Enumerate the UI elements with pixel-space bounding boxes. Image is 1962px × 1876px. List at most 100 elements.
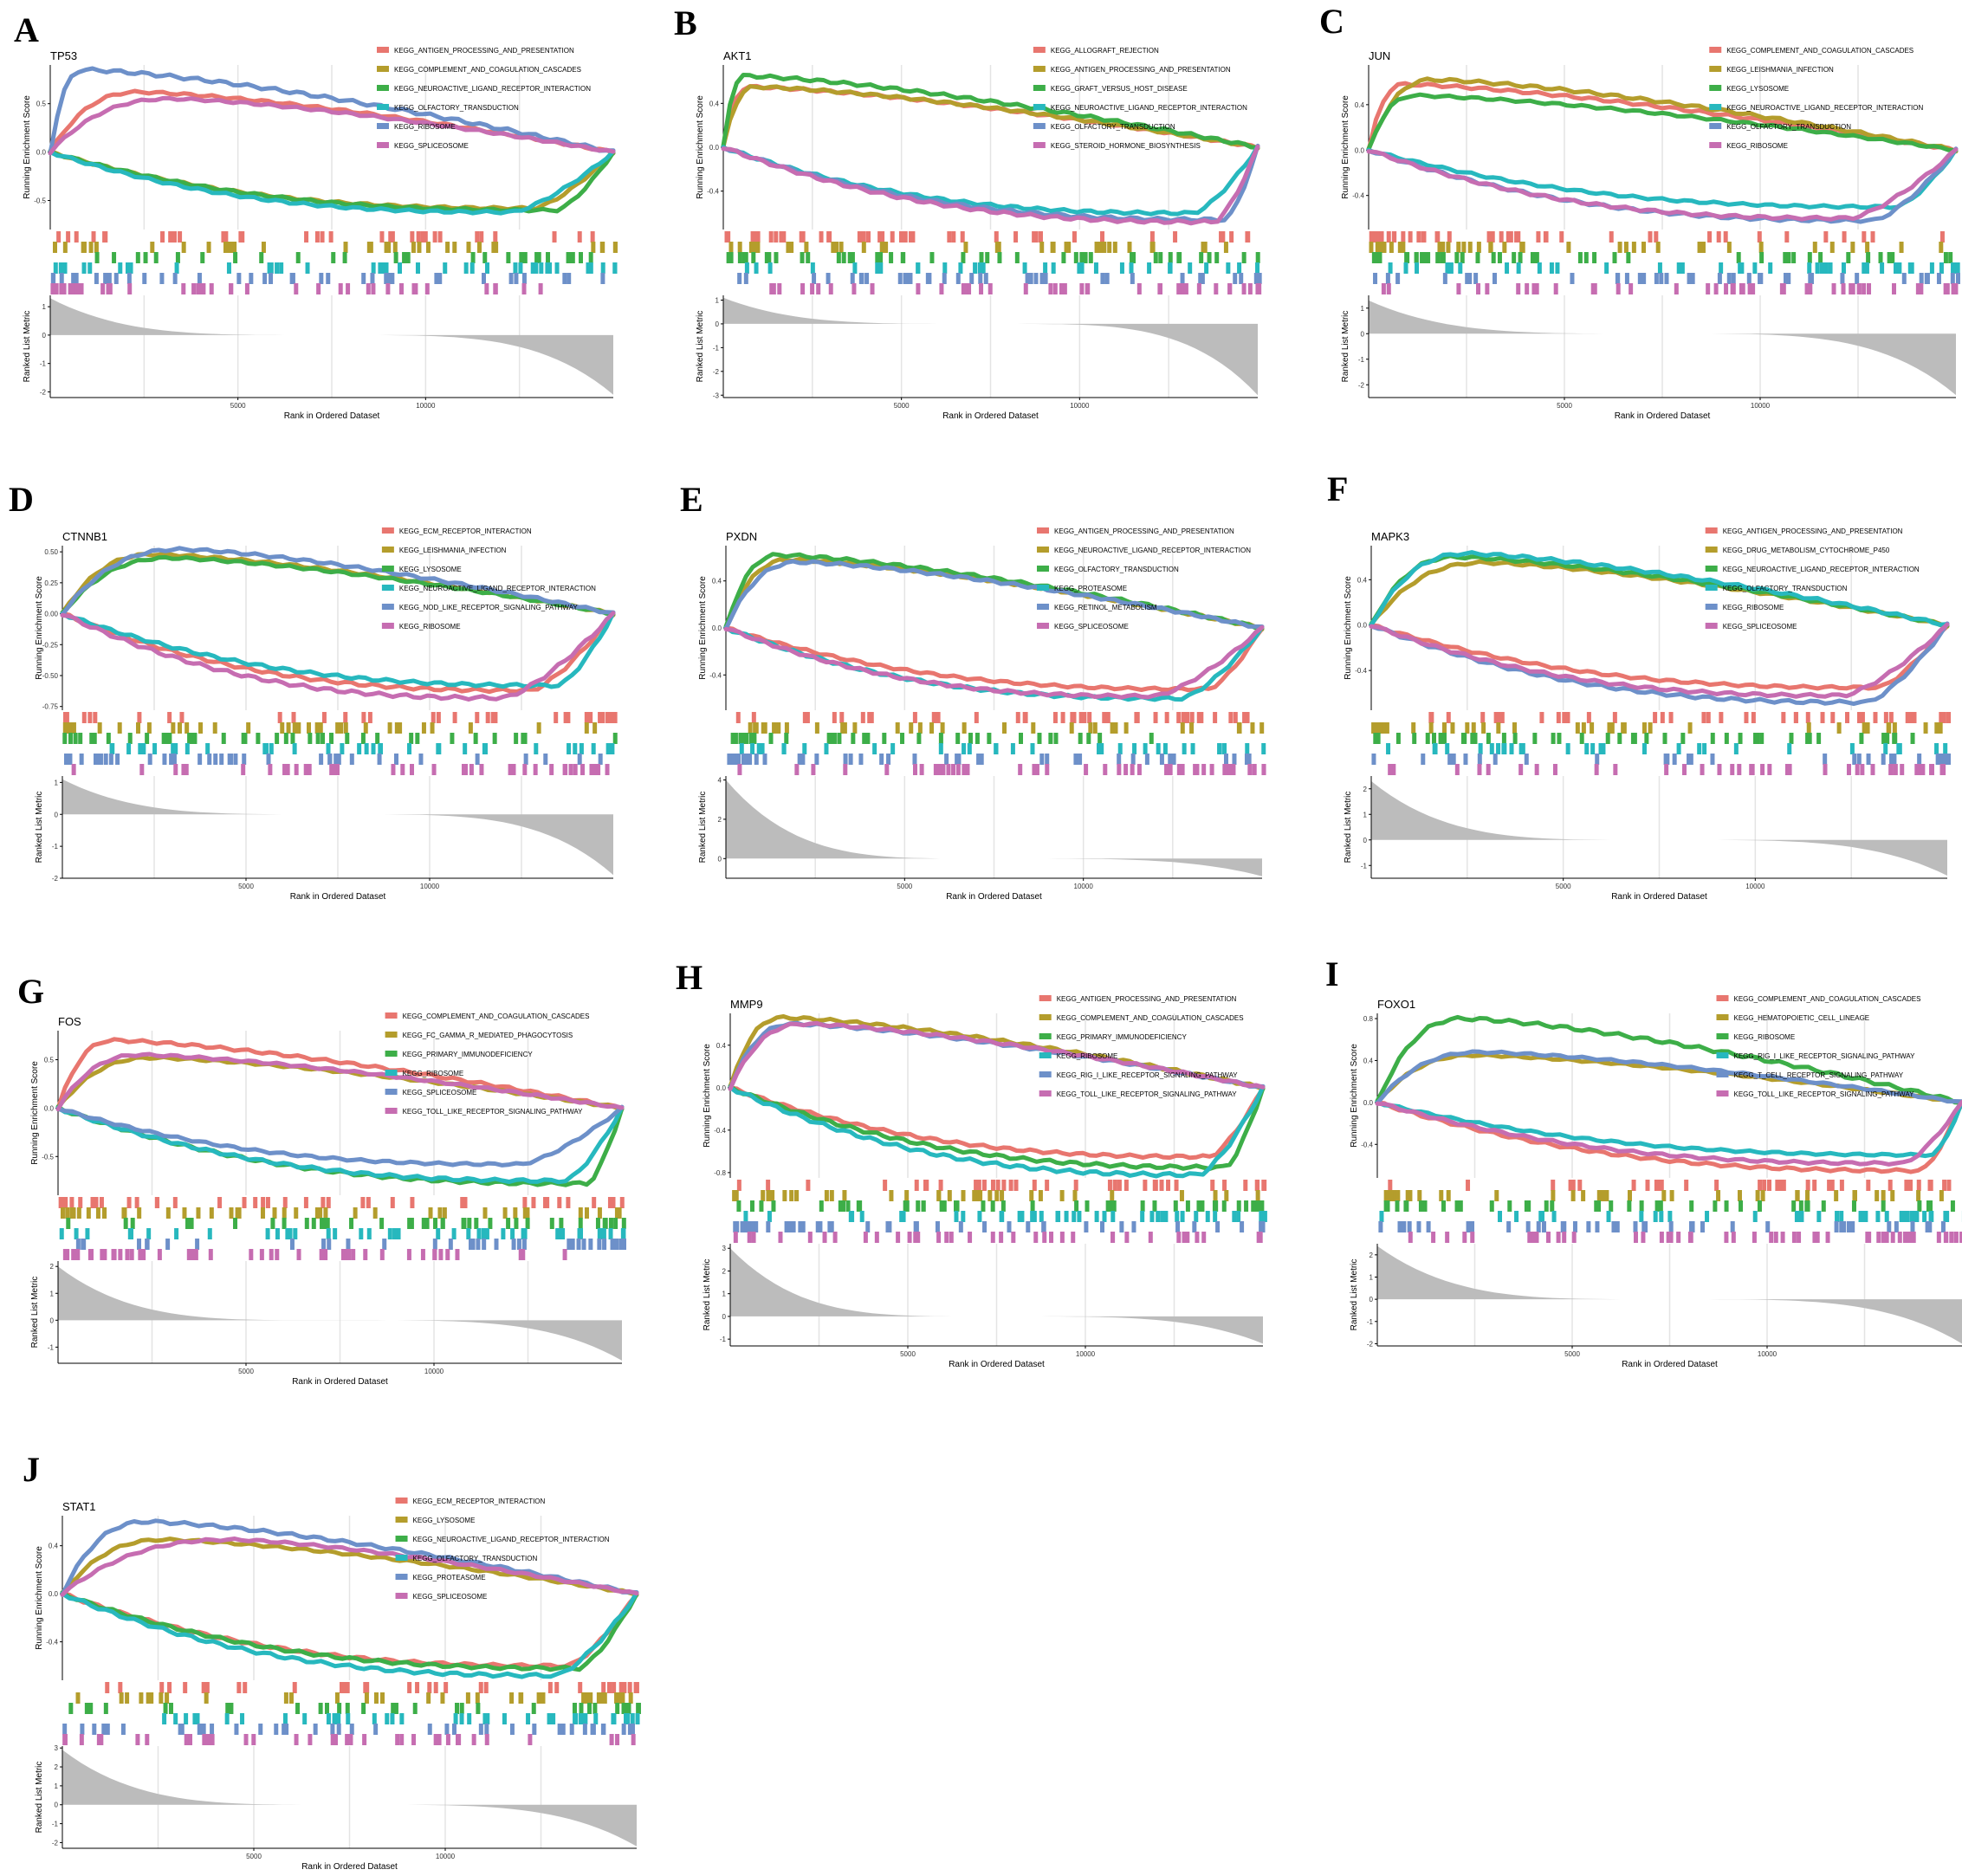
hit-tick	[125, 1692, 130, 1704]
hit-tick	[1551, 1190, 1556, 1201]
hit-tick	[364, 743, 369, 754]
hit-tick	[1252, 764, 1257, 775]
hit-tick	[349, 1218, 354, 1229]
hit-tick	[1123, 1180, 1129, 1191]
hit-tick	[1786, 252, 1791, 263]
hit-tick	[1668, 712, 1674, 723]
hit-tick	[197, 273, 202, 284]
hit-tick	[138, 1249, 143, 1260]
hit-tick	[771, 1200, 776, 1212]
hit-tick	[1668, 1232, 1674, 1243]
hit-tick	[599, 242, 605, 253]
hit-tick	[165, 1207, 171, 1219]
hit-tick	[1719, 712, 1724, 723]
hit-tick	[1910, 1221, 1915, 1232]
hit-tick	[907, 1232, 912, 1243]
hit-tick	[630, 1724, 635, 1735]
hit-tick	[432, 231, 437, 243]
hit-tick	[1389, 242, 1394, 253]
hit-tick	[205, 743, 210, 754]
hit-tick	[94, 252, 100, 263]
legend-swatch	[1033, 142, 1046, 148]
hit-tick	[1201, 242, 1206, 253]
legend-label: KEGG_ECM_RECEPTOR_INTERACTION	[413, 1498, 546, 1505]
hit-tick	[1395, 1200, 1400, 1212]
hit-tick	[735, 1221, 740, 1232]
hit-ticks-4	[59, 1228, 626, 1239]
hit-tick	[324, 1703, 329, 1714]
hit-tick	[1458, 262, 1463, 274]
hit-tick	[226, 262, 231, 274]
hit-tick	[460, 1197, 465, 1208]
hit-tick	[243, 1682, 248, 1693]
hit-tick	[339, 722, 344, 734]
hit-tick	[1633, 1232, 1638, 1243]
es-line-6	[1369, 622, 1950, 699]
hit-ticks-1	[62, 712, 618, 723]
hit-tick	[320, 1218, 325, 1229]
hit-tick	[1379, 1211, 1384, 1222]
hit-tick	[291, 712, 296, 723]
hit-tick	[766, 1180, 771, 1191]
hit-tick	[1196, 712, 1201, 723]
hit-tick	[177, 722, 182, 734]
hit-tick	[100, 283, 106, 294]
hit-tick	[509, 1724, 515, 1735]
hit-tick	[1189, 722, 1195, 734]
hit-tick	[171, 722, 176, 734]
hit-tick	[451, 1724, 457, 1735]
hit-tick	[1541, 1221, 1546, 1232]
hit-tick	[85, 1228, 90, 1239]
hit-tick	[1213, 712, 1218, 723]
hit-ticks-4	[743, 1211, 1267, 1222]
hit-tick	[1456, 242, 1461, 253]
hit-tick	[514, 733, 519, 744]
es-line-2	[728, 1014, 1266, 1091]
hit-tick	[979, 754, 984, 765]
metric-tick-label: -1	[40, 360, 47, 368]
hit-tick	[1828, 262, 1833, 274]
hit-tick	[328, 231, 333, 243]
hit-tick	[612, 733, 618, 744]
hit-tick	[1450, 722, 1455, 734]
hit-tick	[1386, 283, 1391, 294]
hit-tick	[608, 1228, 613, 1239]
metric-axis-title: Ranked List Metric	[35, 792, 44, 864]
hit-tick	[1255, 1190, 1260, 1201]
hit-tick	[1494, 712, 1499, 723]
hit-tick	[1633, 1221, 1638, 1232]
hit-tick	[1950, 273, 1955, 284]
hit-tick	[1897, 1232, 1902, 1243]
hit-tick	[361, 712, 366, 723]
hit-tick	[1224, 1190, 1229, 1201]
hit-tick	[1477, 764, 1482, 775]
legend-swatch	[1037, 547, 1050, 553]
hit-tick	[1744, 712, 1749, 723]
hit-tick	[1661, 1190, 1667, 1201]
hit-tick	[732, 1190, 737, 1201]
hit-tick	[346, 1249, 352, 1260]
hit-tick	[410, 231, 415, 243]
hit-tick	[1228, 712, 1234, 723]
hit-tick	[1553, 283, 1558, 294]
hit-tick	[1873, 712, 1878, 723]
hit-tick	[467, 1218, 472, 1229]
hit-tick	[262, 273, 268, 284]
hit-tick	[1641, 273, 1647, 284]
hit-tick	[1615, 273, 1620, 284]
hit-tick	[848, 754, 853, 765]
hit-tick	[1595, 754, 1600, 765]
hit-tick	[351, 1249, 356, 1260]
hit-tick	[1001, 722, 1007, 734]
hit-tick	[1136, 764, 1142, 775]
hit-tick	[1499, 231, 1504, 243]
hit-tick	[174, 1228, 179, 1239]
hit-tick	[1565, 712, 1570, 723]
es-line-5	[60, 546, 616, 618]
hit-tick	[1393, 1190, 1398, 1201]
hit-tick	[344, 1249, 349, 1260]
hit-tick	[451, 1228, 457, 1239]
hit-tick	[108, 754, 113, 765]
hit-tick	[961, 252, 966, 263]
hit-tick	[1789, 733, 1794, 744]
